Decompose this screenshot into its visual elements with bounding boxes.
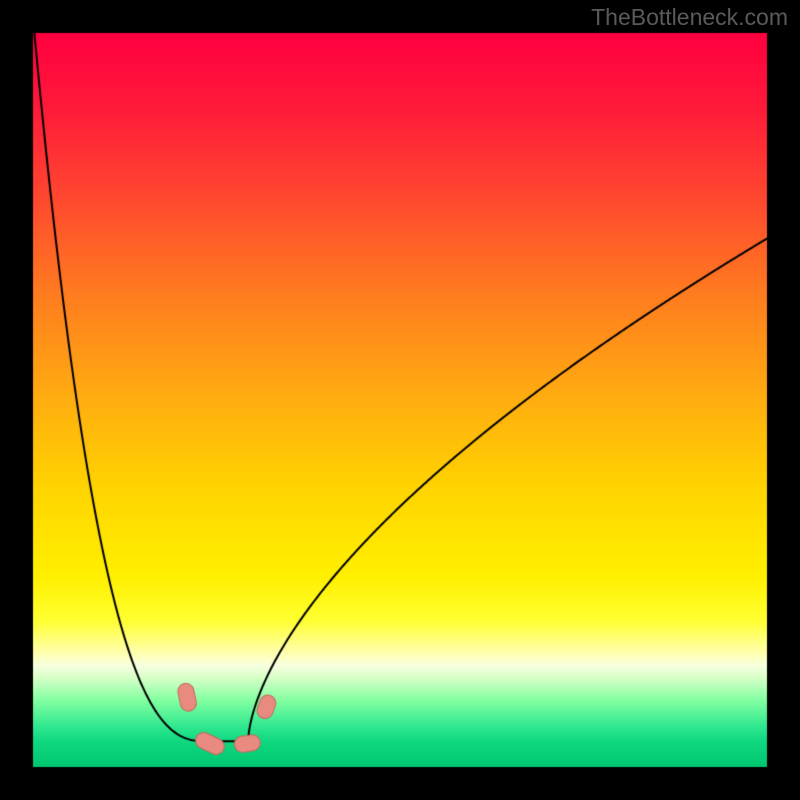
watermark-text: TheBottleneck.com (591, 4, 788, 31)
chart-stage: TheBottleneck.com (0, 0, 800, 800)
bottleneck-chart-canvas (0, 0, 800, 800)
